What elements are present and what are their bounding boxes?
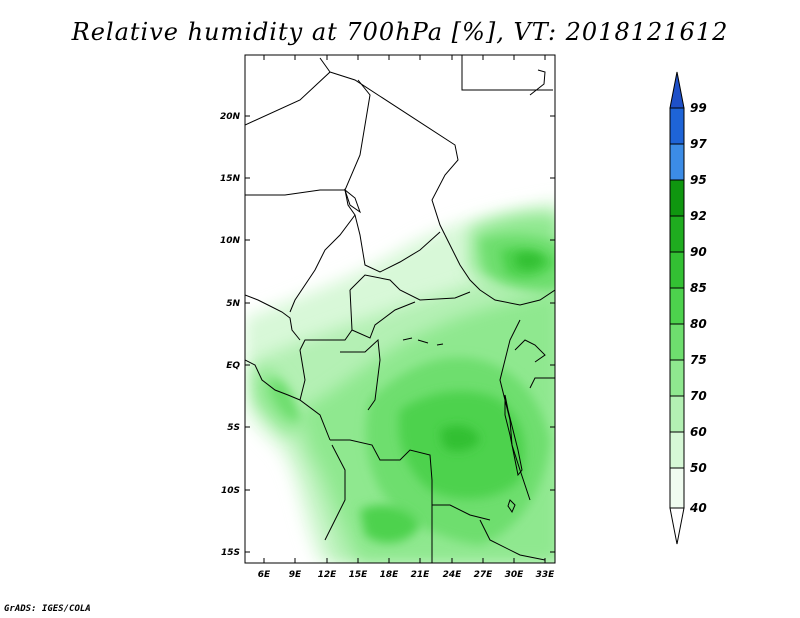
colorbar-top-triangle (669, 71, 685, 109)
colorbar-bottom-triangle (669, 507, 685, 545)
lat-label: 20N (220, 112, 241, 122)
lat-label: 15S (221, 548, 240, 558)
colorbar-label: 92 (690, 209, 707, 223)
lon-label: 27E (474, 570, 494, 580)
lon-label: 12E (318, 570, 338, 580)
lon-label: 24E (443, 570, 463, 580)
colorbar-segment (669, 431, 685, 469)
humidity-field (245, 200, 555, 563)
colorbar-label: 70 (690, 389, 707, 403)
lon-label: 33E (536, 570, 556, 580)
colorbar-segment (669, 143, 685, 181)
lon-label: 15E (349, 570, 369, 580)
colorbar-segment (669, 107, 685, 145)
colorbar-label: 60 (690, 425, 707, 439)
colorbar-segment (669, 287, 685, 325)
colorbar-segment (669, 467, 685, 509)
colorbar-label: 90 (690, 245, 707, 259)
colorbar-label: 99 (690, 101, 707, 115)
lat-label: 10N (220, 236, 241, 246)
footer-credit: GrADS: IGES/COLA (4, 604, 91, 614)
map-frame (244, 54, 556, 564)
colorbar-label: 40 (689, 501, 707, 515)
lat-label: EQ (226, 361, 240, 371)
colorbar-segment (669, 395, 685, 433)
colorbar-label: 50 (690, 461, 707, 475)
lat-label: 5S (227, 423, 240, 433)
lon-label: 18E (380, 570, 400, 580)
lon-label: 9E (289, 570, 302, 580)
lon-axis (263, 55, 546, 563)
colorbar-label: 95 (690, 173, 707, 187)
country-borders (245, 55, 555, 563)
lat-label: 5N (226, 299, 240, 309)
colorbar-label: 97 (690, 137, 707, 151)
lon-label: 6E (258, 570, 271, 580)
lon-label: 30E (505, 570, 525, 580)
colorbar (669, 71, 685, 545)
colorbar-segment (669, 179, 685, 217)
plot-title: Relative humidity at 700hPa [%], VT: 201… (71, 18, 729, 46)
lat-axis (245, 115, 555, 553)
lat-label: 10S (221, 486, 240, 496)
colorbar-label: 85 (690, 281, 707, 295)
lon-label: 21E (411, 570, 431, 580)
colorbar-segment (669, 359, 685, 397)
colorbar-segment (669, 251, 685, 289)
lat-label: 15N (220, 174, 241, 184)
colorbar-segment (669, 215, 685, 253)
colorbar-label: 80 (690, 317, 707, 331)
colorbar-label: 75 (690, 353, 707, 367)
colorbar-segment (669, 323, 685, 361)
